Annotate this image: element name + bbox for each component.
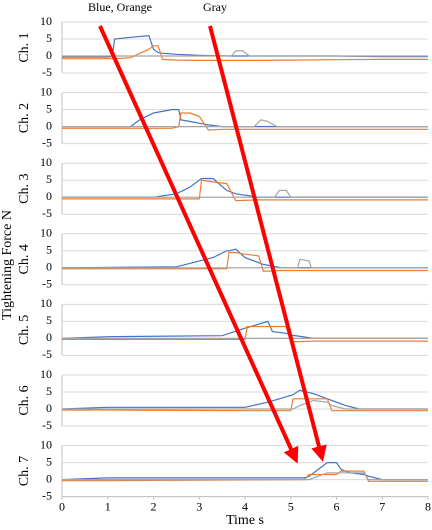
series-line bbox=[61, 248, 428, 269]
y-tick-label: 0 bbox=[46, 189, 52, 203]
y-tick-label: 5 bbox=[46, 31, 52, 45]
x-tick-label: 0 bbox=[59, 499, 65, 513]
y-tick-label: 5 bbox=[46, 172, 52, 186]
series-line bbox=[62, 472, 428, 481]
series-line bbox=[62, 398, 428, 412]
y-tick-label: 0 bbox=[46, 471, 52, 485]
subplot-label: Ch. 6 bbox=[17, 385, 32, 415]
y-tick-label: -5 bbox=[42, 488, 52, 502]
y-tick-label: 10 bbox=[40, 367, 52, 381]
y-tick-label: 0 bbox=[46, 330, 52, 344]
y-tick-label: 0 bbox=[46, 260, 52, 274]
y-tick-label: -5 bbox=[42, 206, 52, 220]
y-tick-label: 10 bbox=[40, 155, 52, 169]
y-tick-label: -5 bbox=[42, 418, 52, 432]
x-tick-label: 2 bbox=[151, 499, 157, 513]
series-line bbox=[61, 389, 428, 410]
annotation: Blue, Orange bbox=[88, 0, 152, 14]
y-tick-label: 0 bbox=[46, 401, 52, 415]
x-tick-label: 1 bbox=[105, 499, 111, 513]
y-tick-label: 5 bbox=[46, 101, 52, 115]
series-line bbox=[62, 179, 428, 202]
x-tick-label: 6 bbox=[334, 499, 340, 513]
y-tick-label: 5 bbox=[46, 384, 52, 398]
y-tick-label: 5 bbox=[46, 454, 52, 468]
arrow bbox=[98, 25, 299, 464]
y-tick-label: 5 bbox=[46, 243, 52, 257]
series-line bbox=[61, 462, 428, 481]
y-tick-label: 10 bbox=[40, 14, 52, 28]
subplot-label: Ch. 2 bbox=[17, 103, 32, 133]
subplot-label: Ch. 5 bbox=[17, 315, 32, 345]
x-tick-label: 8 bbox=[425, 499, 431, 513]
series-line bbox=[62, 119, 428, 128]
subplot-label: Ch. 3 bbox=[17, 174, 32, 204]
x-tick-label: 3 bbox=[196, 499, 202, 513]
subplot-label: Ch. 4 bbox=[17, 244, 32, 274]
x-axis-title: Time s bbox=[226, 513, 264, 528]
series-line bbox=[62, 112, 428, 131]
series-line bbox=[61, 320, 428, 339]
y-tick-label: 5 bbox=[46, 313, 52, 327]
x-tick-label: 7 bbox=[379, 499, 385, 513]
y-tick-label: 10 bbox=[40, 84, 52, 98]
y-tick-label: 10 bbox=[40, 226, 52, 240]
y-tick-label: 0 bbox=[46, 48, 52, 62]
series-line bbox=[62, 189, 428, 198]
annotation: Gray bbox=[203, 0, 227, 14]
y-tick-label: -5 bbox=[42, 277, 52, 291]
y-tick-label: -5 bbox=[42, 135, 52, 149]
subplot-label: Ch. 7 bbox=[17, 456, 32, 486]
y-tick-label: 10 bbox=[40, 296, 52, 310]
y-tick-label: -5 bbox=[42, 347, 52, 361]
x-tick-label: 4 bbox=[242, 499, 248, 513]
y-axis-title: Tightening Force N bbox=[0, 210, 15, 320]
y-tick-label: 10 bbox=[40, 437, 52, 451]
subplot-label: Ch. 1 bbox=[17, 32, 32, 62]
series-line bbox=[62, 399, 428, 410]
series-line bbox=[62, 258, 428, 269]
series-line bbox=[62, 325, 428, 343]
series-line bbox=[62, 251, 428, 272]
series-line bbox=[62, 109, 428, 128]
series-line bbox=[62, 50, 428, 57]
x-tick-label: 5 bbox=[288, 499, 294, 513]
arrow bbox=[208, 25, 327, 462]
y-tick-label: -5 bbox=[42, 65, 52, 79]
series-line bbox=[62, 177, 428, 198]
y-tick-label: 0 bbox=[46, 118, 52, 132]
